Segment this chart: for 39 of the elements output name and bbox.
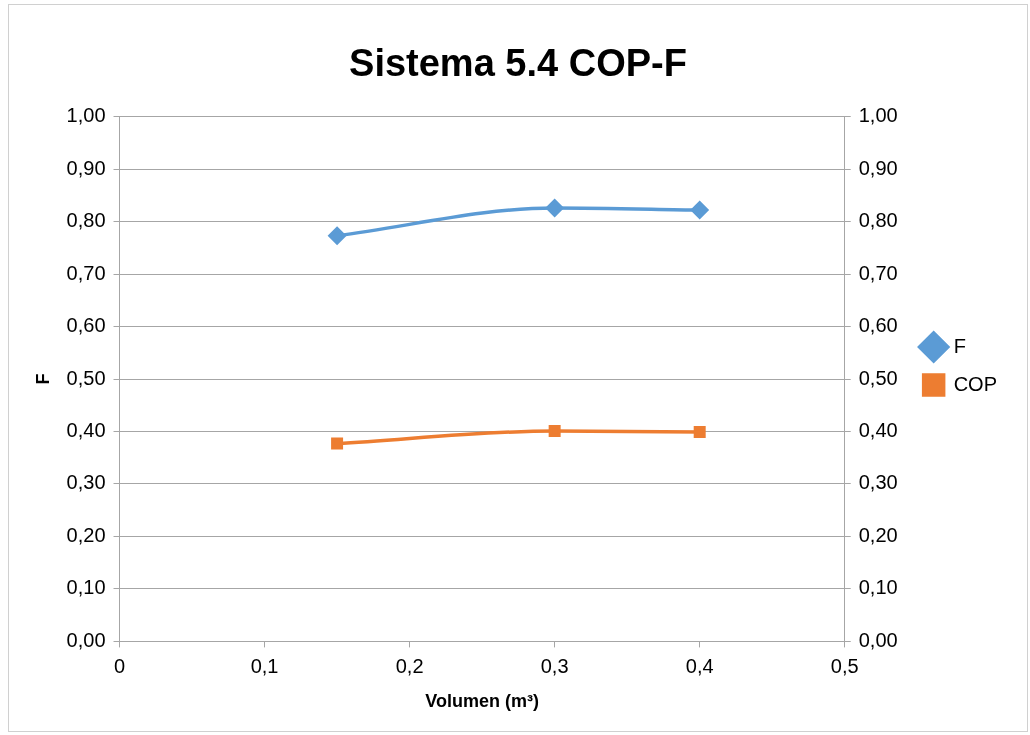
- point: [328, 226, 346, 245]
- y2-tick-label: 1,00: [858, 104, 898, 127]
- y-tick-label: 0,10: [66, 576, 106, 599]
- y-tick-label: 0,70: [66, 261, 106, 284]
- y-tick-label: 0,50: [66, 366, 106, 389]
- point: [545, 199, 564, 217]
- x-axis-title: Volumen (m³): [425, 691, 539, 712]
- x-tick-label: 0,2: [395, 654, 424, 677]
- chart-title: Sistema 5.4 COP-F: [349, 42, 687, 85]
- point: [548, 424, 561, 437]
- point: [331, 437, 344, 450]
- legend-label: F: [953, 334, 966, 357]
- legend-label: COP: [953, 372, 997, 395]
- x-tick-label: 0: [113, 654, 126, 677]
- y2-tick-label: 0,90: [858, 156, 898, 179]
- y-tick-label: 0,60: [66, 314, 106, 337]
- x-tick-label: 0,3: [540, 654, 569, 677]
- y-axis-title: F: [32, 373, 53, 385]
- y2-tick-label: 0,50: [858, 366, 898, 389]
- x-tick-label: 0,1: [250, 654, 279, 677]
- y-tick-label: 0,80: [66, 209, 106, 232]
- y-tick-label: 0,30: [66, 471, 106, 494]
- point: [693, 426, 706, 438]
- y2-tick-label: 0,70: [858, 261, 898, 284]
- y-tick-label: 1,00: [66, 104, 106, 127]
- y2-tick-label: 0,40: [858, 419, 898, 441]
- x-tick-label: 0,5: [830, 654, 859, 677]
- y-tick-label: 0,00: [66, 628, 106, 651]
- y2-tick-label: 0,10: [858, 576, 898, 599]
- y-tick-label: 0,20: [66, 523, 106, 546]
- y-tick-label: 0,40: [66, 419, 106, 441]
- y2-tick-label: 0,20: [858, 523, 898, 546]
- x-tick-label: 0,4: [685, 654, 714, 677]
- point: [690, 201, 709, 219]
- y2-tick-label: 0,30: [858, 471, 898, 494]
- y2-tick-label: 0,80: [858, 209, 898, 232]
- y2-tick-label: 0,00: [858, 628, 898, 651]
- y2-tick-label: 0,60: [858, 314, 898, 337]
- y-tick-label: 0,90: [66, 156, 106, 179]
